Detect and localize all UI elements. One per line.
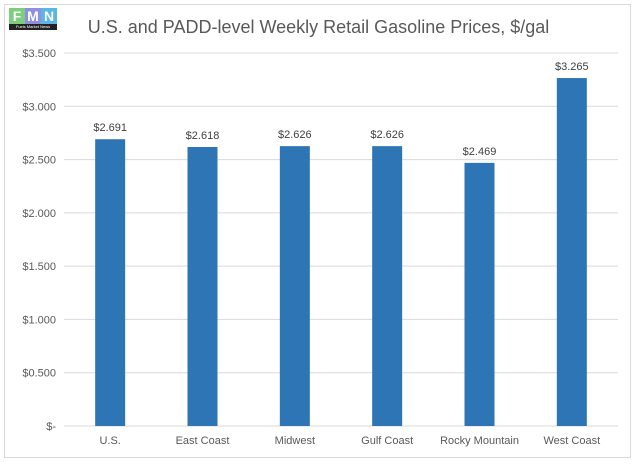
- data-label: $2.626: [370, 129, 404, 141]
- logo-caption: Fuels Market News: [9, 24, 57, 30]
- bar: [279, 146, 310, 426]
- x-tick-label: East Coast: [176, 435, 230, 447]
- logo-letter: N: [41, 8, 57, 24]
- logo-letter: M: [25, 8, 41, 24]
- chart-frame: [4, 4, 631, 458]
- y-tick-label: $0.500: [22, 368, 56, 380]
- x-tick-label: Rocky Mountain: [440, 435, 519, 447]
- bar: [464, 162, 495, 427]
- bar: [187, 146, 218, 426]
- fuels-market-news-logo: F M N Fuels Market News: [9, 8, 57, 30]
- bar: [372, 146, 403, 426]
- data-label: $3.265: [555, 61, 589, 73]
- y-tick-label: $1.000: [22, 314, 56, 326]
- y-tick-label: $-: [46, 421, 56, 433]
- y-tick-label: $2.500: [22, 155, 56, 167]
- x-tick-label: West Coast: [544, 435, 601, 447]
- x-tick-label: Gulf Coast: [361, 435, 413, 447]
- y-tick-label: $3.500: [22, 48, 56, 60]
- logo-letter: F: [9, 8, 25, 24]
- chart-title: U.S. and PADD-level Weekly Retail Gasoli…: [87, 17, 550, 37]
- data-label: $2.469: [463, 146, 497, 158]
- y-tick-label: $2.000: [22, 208, 56, 220]
- y-tick-label: $1.500: [22, 261, 56, 273]
- bar: [95, 139, 126, 426]
- data-label: $2.618: [186, 130, 220, 142]
- data-label: $2.626: [278, 129, 312, 141]
- data-label: $2.691: [93, 122, 127, 134]
- x-tick-label: Midwest: [275, 435, 315, 447]
- y-tick-label: $3.000: [22, 101, 56, 113]
- bar: [556, 78, 587, 427]
- x-tick-label: U.S.: [99, 435, 120, 447]
